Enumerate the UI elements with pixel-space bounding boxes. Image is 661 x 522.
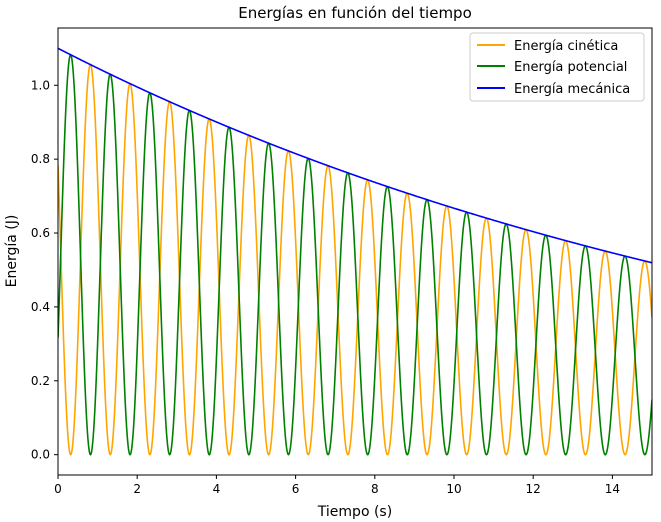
legend: Energía cinética Energía potencial Energ… bbox=[469, 32, 645, 102]
plot-area bbox=[58, 47, 652, 456]
legend-box bbox=[469, 32, 645, 102]
mechanical-energy-line bbox=[58, 47, 652, 264]
y-tick-label: 0.6 bbox=[31, 226, 50, 240]
x-axis: 0 2 4 6 8 10 12 14 bbox=[54, 475, 620, 496]
chart-title: Energías en función del tiempo bbox=[238, 4, 472, 22]
x-tick-label: 8 bbox=[371, 482, 379, 496]
y-axis-label: Energía (J) bbox=[4, 215, 20, 288]
y-tick-label: 0.0 bbox=[31, 448, 50, 462]
x-tick-label: 10 bbox=[446, 482, 461, 496]
legend-label-mechanical: Energía mecánica bbox=[514, 82, 630, 97]
y-axis: 0.0 0.2 0.4 0.6 0.8 1.0 bbox=[31, 78, 58, 462]
y-tick-label: 0.8 bbox=[31, 152, 50, 166]
y-tick-label: 0.2 bbox=[31, 374, 50, 388]
x-tick-label: 4 bbox=[213, 482, 221, 496]
x-tick-label: 2 bbox=[133, 482, 141, 496]
y-tick-label: 0.4 bbox=[31, 300, 50, 314]
x-tick-label: 12 bbox=[526, 482, 541, 496]
x-tick-label: 6 bbox=[292, 482, 300, 496]
x-tick-label: 0 bbox=[54, 482, 62, 496]
x-axis-label: Tiempo (s) bbox=[317, 504, 392, 520]
kinetic-energy-line bbox=[58, 63, 652, 456]
x-tick-label: 14 bbox=[605, 482, 620, 496]
axes-frame bbox=[57, 27, 653, 476]
potential-energy-line bbox=[58, 53, 652, 456]
legend-label-potential: Energía potencial bbox=[514, 60, 627, 75]
legend-label-kinetic: Energía cinética bbox=[514, 39, 618, 54]
y-tick-label: 1.0 bbox=[31, 78, 50, 92]
